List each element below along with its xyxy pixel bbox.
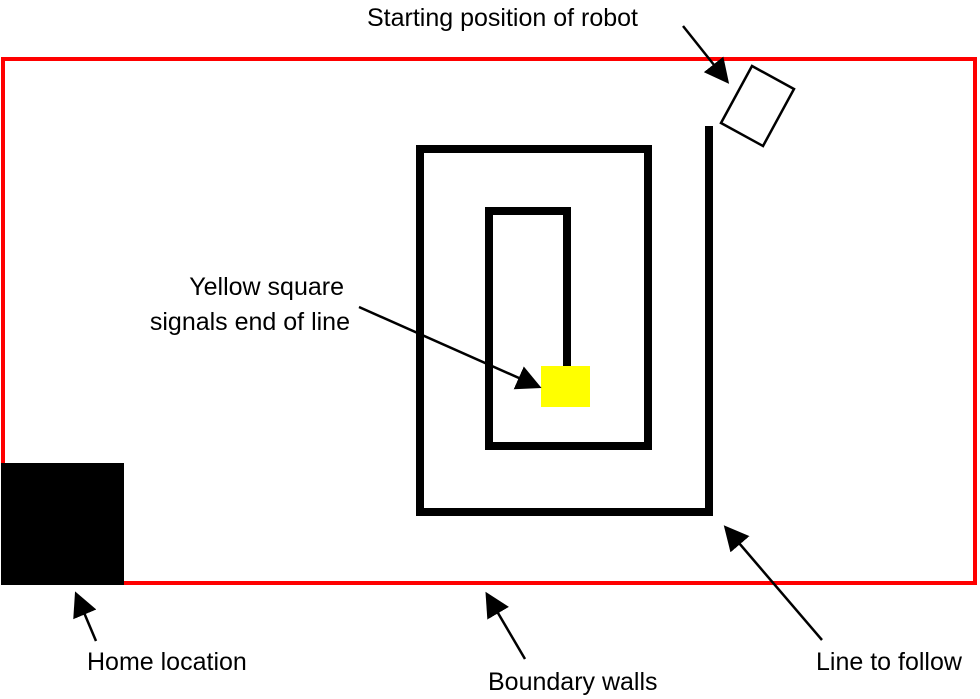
label-yellow-square-line2: signals end of line	[149, 308, 350, 336]
label-yellow-square-line1: Yellow square	[189, 273, 344, 301]
home-location	[1, 463, 124, 585]
arrow-line	[723, 525, 823, 641]
label-home-location: Home location	[87, 648, 247, 676]
arrow-boundary	[485, 591, 527, 660]
end-of-line-square	[541, 366, 590, 407]
arrow-home	[73, 591, 98, 642]
label-line-to-follow: Line to follow	[816, 648, 962, 676]
label-starting-position: Starting position of robot	[367, 4, 638, 32]
arrow-yellow	[358, 305, 542, 390]
label-boundary-walls: Boundary walls	[488, 668, 658, 696]
robot-start-marker	[719, 64, 796, 148]
boundary-walls	[1, 57, 977, 585]
line-to-follow	[416, 126, 713, 516]
arrow-start	[682, 25, 730, 84]
